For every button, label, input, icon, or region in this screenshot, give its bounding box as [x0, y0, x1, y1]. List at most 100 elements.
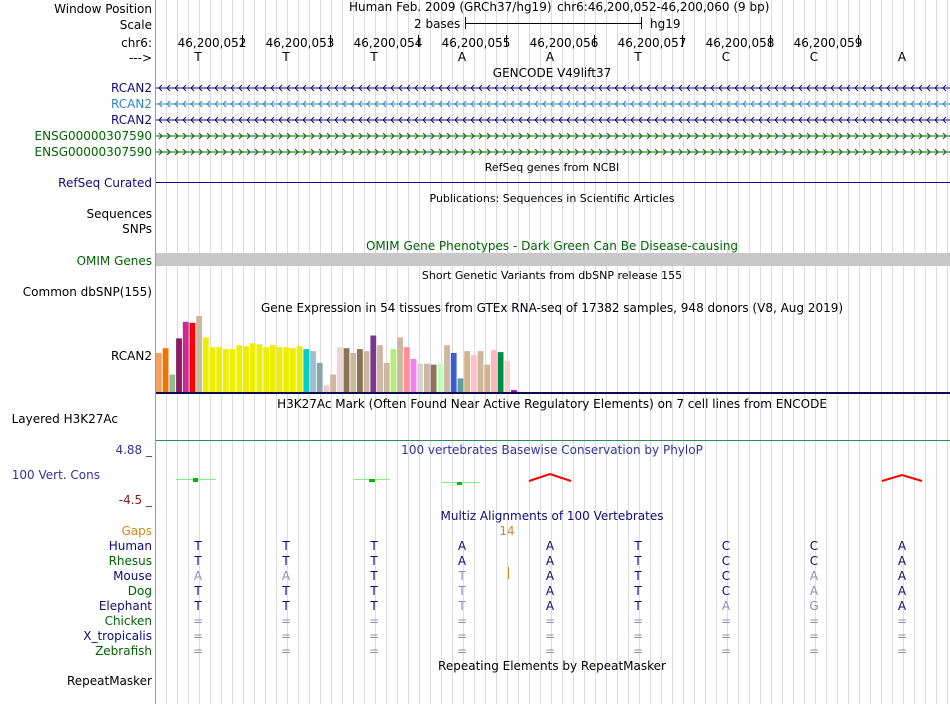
- track-data-area[interactable]: Human Feb. 2009 (GRCh37/hg19) chr6:46,20…: [156, 0, 950, 704]
- gtex-tissue-bar[interactable]: [497, 352, 504, 392]
- gtex-tissue-bar[interactable]: [383, 362, 390, 392]
- omim-title: OMIM Gene Phenotypes - Dark Green Can Be…: [365, 239, 739, 253]
- alignment-base: T: [634, 584, 642, 598]
- gtex-tissue-bar[interactable]: [290, 348, 296, 392]
- gtex-tissue-bar[interactable]: [323, 385, 330, 392]
- snps-label[interactable]: SNPs: [122, 222, 152, 236]
- gtex-tissue-bar[interactable]: [330, 374, 336, 393]
- gtex-tissue-bar[interactable]: [390, 349, 397, 392]
- gtex-tissue-bar[interactable]: [464, 351, 470, 392]
- species-label[interactable]: Mouse: [113, 569, 152, 583]
- alignment-base: =: [720, 614, 732, 628]
- strand-arrows: [158, 148, 947, 156]
- gtex-tissue-bar[interactable]: [256, 344, 263, 392]
- gtex-tissue-bar[interactable]: [310, 351, 316, 392]
- refseq-label[interactable]: RefSeq Curated: [58, 176, 152, 190]
- omim-label[interactable]: OMIM Genes: [76, 254, 152, 268]
- species-label[interactable]: Rhesus: [108, 554, 152, 568]
- h3k27ac-label[interactable]: Layered H3K27Ac: [11, 412, 118, 426]
- gtex-tissue-bar[interactable]: [504, 360, 511, 392]
- alignment-base: =: [280, 644, 292, 658]
- gencode-transcript[interactable]: [156, 114, 950, 126]
- gtex-tissue-bar[interactable]: [484, 364, 491, 392]
- species-label[interactable]: X_tropicalis: [83, 629, 152, 643]
- phylop-peak-1: [528, 472, 572, 482]
- gtex-tissue-bar[interactable]: [169, 374, 176, 393]
- species-label[interactable]: Chicken: [104, 614, 152, 628]
- gtex-tissue-bar[interactable]: [477, 351, 484, 392]
- gencode-gene-label[interactable]: ENSG00000307590: [34, 129, 152, 143]
- gtex-tissue-bar[interactable]: [437, 363, 444, 392]
- phylop-label[interactable]: 100 Vert. Cons: [11, 468, 100, 482]
- omim-bar[interactable]: [156, 253, 950, 266]
- gencode-transcript[interactable]: [156, 146, 950, 158]
- gtex-tissue-bar[interactable]: [417, 363, 424, 392]
- gtex-tissue-bar[interactable]: [430, 364, 437, 392]
- sequences-label[interactable]: Sequences: [86, 207, 152, 221]
- gtex-tissue-bar[interactable]: [470, 355, 477, 392]
- gtex-tissue-bar[interactable]: [357, 349, 363, 392]
- gtex-tissue-bar[interactable]: [336, 347, 343, 392]
- grid-line: [320, 0, 321, 704]
- gencode-transcript[interactable]: [156, 98, 950, 110]
- gencode-gene-label[interactable]: RCAN2: [111, 97, 152, 111]
- gtex-tissue-bar[interactable]: [450, 353, 457, 392]
- gtex-tissue-bar[interactable]: [403, 347, 410, 392]
- species-label[interactable]: Zebrafish: [95, 644, 152, 658]
- gtex-label[interactable]: RCAN2: [111, 349, 152, 363]
- species-label[interactable]: Elephant: [98, 599, 152, 613]
- grid-line: [837, 0, 838, 704]
- alignment-base: =: [896, 644, 908, 658]
- gtex-tissue-bar[interactable]: [303, 349, 310, 392]
- gtex-tissue-bar[interactable]: [236, 345, 243, 392]
- gtex-tissue-bar[interactable]: [209, 347, 216, 392]
- gtex-tissue-bar[interactable]: [229, 349, 236, 392]
- gtex-tissue-bar[interactable]: [156, 353, 162, 392]
- gtex-tissue-bar[interactable]: [377, 345, 383, 392]
- gtex-tissue-bar[interactable]: [491, 350, 497, 392]
- gencode-gene-label[interactable]: RCAN2: [111, 81, 152, 95]
- gtex-tissue-bar[interactable]: [457, 378, 464, 392]
- gtex-bar-chart[interactable]: [156, 315, 950, 393]
- species-label[interactable]: Dog: [127, 584, 152, 598]
- gtex-tissue-bar[interactable]: [276, 347, 283, 392]
- grid-line: [419, 0, 420, 704]
- gtex-tissue-bar[interactable]: [424, 363, 430, 392]
- gtex-tissue-bar[interactable]: [444, 345, 450, 392]
- gtex-tissue-bar[interactable]: [243, 346, 249, 392]
- gtex-tissue-bar[interactable]: [223, 349, 229, 392]
- gtex-tissue-bar[interactable]: [176, 338, 182, 392]
- gtex-tissue-bar[interactable]: [397, 337, 403, 392]
- gtex-tissue-bar[interactable]: [363, 351, 370, 392]
- phylop-plot[interactable]: [156, 468, 950, 492]
- gtex-tissue-bar[interactable]: [202, 337, 209, 392]
- gencode-gene-label[interactable]: ENSG00000307590: [34, 145, 152, 159]
- gtex-tissue-bar[interactable]: [296, 346, 303, 392]
- gtex-tissue-bar[interactable]: [283, 347, 290, 392]
- species-label[interactable]: Human: [108, 539, 152, 553]
- gtex-tissue-bar[interactable]: [182, 321, 189, 392]
- dbsnp-label[interactable]: Common dbSNP(155): [22, 285, 152, 299]
- gtex-tissue-bar[interactable]: [162, 348, 169, 392]
- gtex-tissue-bar[interactable]: [263, 347, 269, 392]
- gtex-tissue-bar[interactable]: [249, 343, 256, 392]
- gtex-tissue-bar[interactable]: [196, 316, 202, 392]
- gtex-tissue-bar[interactable]: [350, 353, 357, 392]
- gtex-tissue-bar[interactable]: [316, 362, 323, 392]
- gtex-tissue-bar[interactable]: [410, 358, 417, 392]
- gtex-tissue-bar[interactable]: [343, 348, 350, 392]
- alignment-base: T: [634, 599, 642, 613]
- gtex-tissue-bar[interactable]: [216, 347, 223, 392]
- repeatmasker-label[interactable]: RepeatMasker: [66, 674, 152, 688]
- gtex-tissue-bar[interactable]: [511, 390, 517, 392]
- gtex-tissue-bar[interactable]: [370, 335, 377, 393]
- gencode-transcript[interactable]: [156, 130, 950, 142]
- gap-marker: [508, 567, 509, 579]
- gtex-tissue-bar[interactable]: [269, 345, 276, 392]
- gencode-gene-label[interactable]: RCAN2: [111, 113, 152, 127]
- alignment-base: A: [281, 569, 291, 583]
- gencode-transcript[interactable]: [156, 82, 950, 94]
- gtex-tissue-bar[interactable]: [189, 322, 196, 392]
- alignment-base: =: [808, 614, 820, 628]
